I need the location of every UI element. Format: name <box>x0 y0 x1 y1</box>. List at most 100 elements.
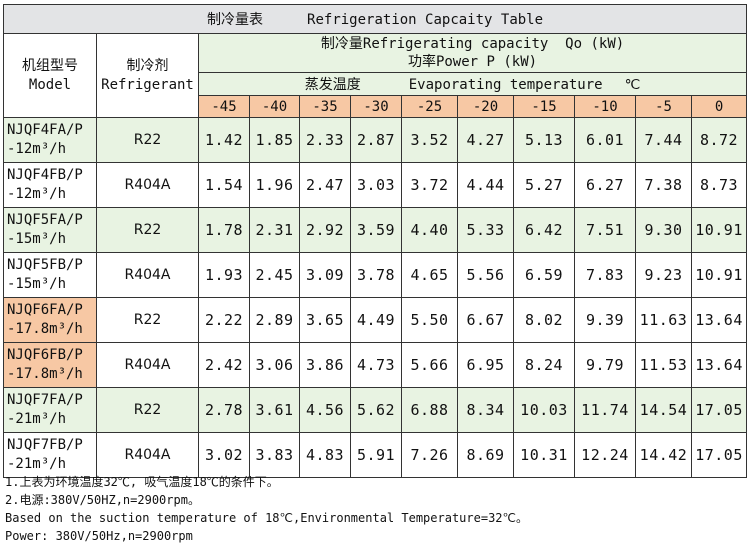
refrigerant-cell: R22 <box>96 117 199 163</box>
degree-unit: ℃ <box>624 77 641 93</box>
evap-header-en: Evaporating temperature <box>408 77 603 93</box>
refrigerant-cell: R404A <box>96 342 199 388</box>
capacity-value-cell: 1.42 <box>198 117 250 163</box>
capacity-value-cell: 14.42 <box>635 432 692 478</box>
table-title-zh: 制冷量表 <box>207 12 264 28</box>
model-displacement: -15m³/h <box>7 231 67 247</box>
capacity-value-cell: 3.59 <box>350 207 402 253</box>
model-name: NJQF5FA/P <box>7 212 83 228</box>
refrigerant-header: 制冷剂 Refrigerant <box>96 33 199 118</box>
capacity-value-cell: 1.78 <box>198 207 250 253</box>
capacity-value-cell: 4.73 <box>350 342 402 388</box>
capacity-value-cell: 3.02 <box>198 432 250 478</box>
capacity-value-cell: 5.27 <box>513 162 575 208</box>
capacity-value-cell: 2.92 <box>299 207 351 253</box>
refrigerant-cell: R22 <box>96 387 199 433</box>
model-cell: NJQF6FB/P -17.8m³/h <box>3 342 97 388</box>
temperature-cell: -45 <box>198 95 250 118</box>
capacity-value-cell: 6.67 <box>457 297 514 343</box>
capacity-value-cell: 1.54 <box>198 162 250 208</box>
capacity-value-cell: 5.62 <box>350 387 402 433</box>
capacity-value-cell: 8.02 <box>513 297 575 343</box>
refrigerant-cell: R404A <box>96 252 199 298</box>
model-displacement: -17.8m³/h <box>7 366 83 382</box>
capacity-value-cell: 3.52 <box>401 117 458 163</box>
capacity-value-cell: 5.33 <box>457 207 514 253</box>
model-name: NJQF4FB/P <box>7 167 83 183</box>
table-body: NJQF4FA/P -12m³/h R22 1.42 1.85 2.33 2.87 3.52 4… <box>3 117 748 478</box>
capacity-value-cell: 5.13 <box>513 117 575 163</box>
refrigerant-header-en: Refrigerant <box>101 76 194 93</box>
table-row: NJQF4FA/P -12m³/h R22 1.42 1.85 2.33 2.87 3.52 4… <box>3 117 748 163</box>
table-row: NJQF4FB/P -12m³/h R404A 1.54 1.96 2.47 3.03 3.7… <box>3 162 748 208</box>
capacity-value-cell: 4.44 <box>457 162 514 208</box>
model-cell: NJQF7FA/P -21m³/h <box>3 387 97 433</box>
model-name: NJQF6FA/P <box>7 302 83 318</box>
capacity-value-cell: 2.89 <box>249 297 300 343</box>
capacity-value-cell: 3.86 <box>299 342 351 388</box>
capacity-value-cell: 9.23 <box>635 252 692 298</box>
capacity-value-cell: 7.26 <box>401 432 458 478</box>
capacity-value-cell: 3.65 <box>299 297 351 343</box>
model-cell: NJQF5FA/P -15m³/h <box>3 207 97 253</box>
model-cell: NJQF4FA/P -12m³/h <box>3 117 97 163</box>
table-row: NJQF7FB/P -21m³/h R404A 3.02 3.83 4.83 5.91 7.2… <box>3 432 748 478</box>
capacity-value-cell: 8.69 <box>457 432 514 478</box>
model-cell: NJQF7FB/P -21m³/h <box>3 432 97 478</box>
capacity-value-cell: 10.03 <box>513 387 575 433</box>
model-displacement: -15m³/h <box>7 276 67 292</box>
capacity-value-cell: 2.33 <box>299 117 351 163</box>
capacity-value-cell: 2.47 <box>299 162 351 208</box>
capacity-value-cell: 2.42 <box>198 342 250 388</box>
capacity-table: 制冷量表 Refrigeration Capcaity Table 机组型号 Mo… <box>2 4 748 478</box>
model-name: NJQF4FA/P <box>7 122 83 138</box>
refrigerant-cell: R404A <box>96 432 199 478</box>
evap-header-zh: 蒸发温度 <box>304 77 361 93</box>
table-title-en: Refrigeration Capcaity Table <box>307 12 544 28</box>
capacity-value-cell: 10.91 <box>690 252 748 298</box>
capacity-value-cell: 7.83 <box>574 252 636 298</box>
capacity-value-cell: 11.74 <box>574 387 636 433</box>
capacity-value-cell: 7.51 <box>574 207 636 253</box>
capacity-value-cell: 6.88 <box>401 387 458 433</box>
capacity-value-cell: 8.34 <box>457 387 514 433</box>
capacity-header-line2: 功率Power P (kW) <box>407 54 538 70</box>
capacity-value-cell: 5.50 <box>401 297 458 343</box>
capacity-value-cell: 10.91 <box>690 207 748 253</box>
refrigerant-cell: R22 <box>96 207 199 253</box>
capacity-value-cell: 11.53 <box>635 342 692 388</box>
temperature-cell: -35 <box>299 95 351 118</box>
capacity-value-cell: 2.45 <box>249 252 300 298</box>
capacity-value-cell: 4.83 <box>299 432 351 478</box>
model-name: NJQF7FB/P <box>7 437 83 453</box>
temperature-cell: -30 <box>350 95 402 118</box>
capacity-value-cell: 8.72 <box>690 117 748 163</box>
capacity-value-cell: 7.38 <box>635 162 692 208</box>
temperature-cell: -25 <box>401 95 458 118</box>
temperature-cell: -20 <box>457 95 514 118</box>
capacity-header-line1: 制冷量Refrigerating capacity Qo (kW) <box>320 36 625 52</box>
capacity-value-cell: 3.03 <box>350 162 402 208</box>
note-line: Based on the suction temperature of 18℃,… <box>5 511 529 525</box>
capacity-value-cell: 3.06 <box>249 342 300 388</box>
table-row: NJQF6FB/P -17.8m³/h R404A 2.42 3.06 3.86 4.73 5… <box>3 342 748 388</box>
model-header: 机组型号 Model <box>3 33 97 118</box>
capacity-value-cell: 17.05 <box>690 432 748 478</box>
temperature-cell: -15 <box>513 95 575 118</box>
table-row: NJQF7FA/P -21m³/h R22 2.78 3.61 4.56 5.62 6.88 8… <box>3 387 748 433</box>
capacity-value-cell: 3.72 <box>401 162 458 208</box>
capacity-value-cell: 10.31 <box>513 432 575 478</box>
model-displacement: -21m³/h <box>7 456 67 472</box>
capacity-value-cell: 9.39 <box>574 297 636 343</box>
refrigerant-cell: R404A <box>96 162 199 208</box>
model-displacement: -12m³/h <box>7 186 67 202</box>
capacity-value-cell: 6.95 <box>457 342 514 388</box>
temperature-cell: -5 <box>635 95 692 118</box>
capacity-value-cell: 6.59 <box>513 252 575 298</box>
capacity-value-cell: 4.65 <box>401 252 458 298</box>
model-displacement: -21m³/h <box>7 411 67 427</box>
capacity-value-cell: 5.91 <box>350 432 402 478</box>
model-header-en: Model <box>28 76 72 93</box>
capacity-value-cell: 4.49 <box>350 297 402 343</box>
model-cell: NJQF6FA/P -17.8m³/h <box>3 297 97 343</box>
